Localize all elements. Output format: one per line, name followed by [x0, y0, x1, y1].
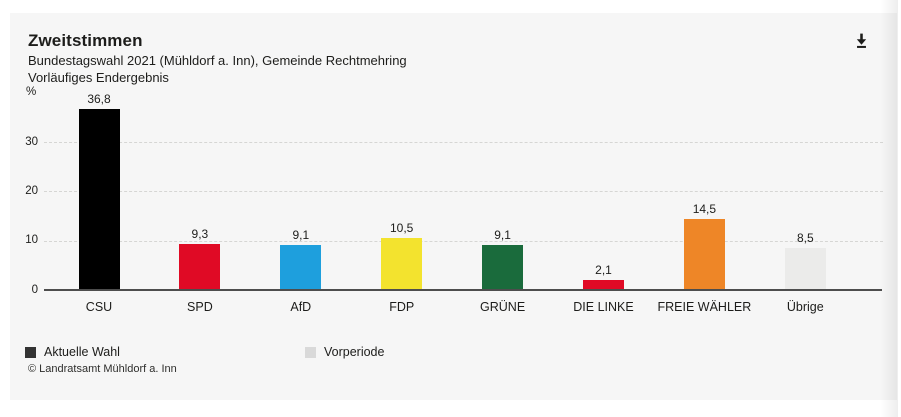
- bar-value-label: 36,8: [87, 91, 111, 106]
- y-tick-label-0: 0: [31, 283, 38, 296]
- bar-freie-wähler[interactable]: [683, 218, 725, 289]
- download-button[interactable]: [851, 33, 871, 53]
- gridline-10: [44, 240, 883, 242]
- bar-übrige[interactable]: [784, 248, 826, 289]
- bar-fdp[interactable]: [381, 238, 423, 289]
- bar-value-label: 14,5: [692, 201, 717, 216]
- bar-value-label: 2,1: [595, 262, 612, 277]
- y-axis-unit-label: %: [26, 86, 37, 98]
- bar-value-label: 10,5: [390, 221, 414, 236]
- x-axis-category-label: SPD: [187, 300, 213, 314]
- legend-item-vorperiode[interactable]: Vorperiode: [305, 345, 384, 359]
- x-axis-category-label: Übrige: [786, 300, 824, 314]
- bar-chart: 0 10 20 30 36,8 CSU 9,3 SPD 9,1 AfD 10,5 FDP 9,1 GRÜN…: [10, 13, 897, 400]
- bar-value-label: 9,1: [292, 228, 310, 243]
- legend-label-vorperiode: Vorperiode: [324, 345, 385, 359]
- legend-swatch-vorperiode: [305, 346, 316, 358]
- chart-subtitle-line2: Vorläufiges Endergebnis: [28, 70, 169, 85]
- gridline-30: [44, 142, 883, 144]
- y-tick-label-10: 10: [25, 234, 38, 247]
- chart-legend: Aktuelle Wahl Vorperiode: [25, 345, 625, 359]
- legend-item-aktuelle-wahl[interactable]: Aktuelle Wahl: [25, 345, 120, 359]
- chart-header: Zweitstimmen Bundestagswahl 2021 (Mühldo…: [28, 30, 407, 86]
- x-axis-category-label: DIE LINKE: [573, 300, 634, 314]
- bar-csu[interactable]: [78, 108, 120, 289]
- y-tick-label-30: 30: [25, 135, 38, 148]
- bar-value-label: 9,3: [191, 227, 209, 242]
- legend-swatch-aktuelle-wahl: [25, 346, 36, 358]
- y-tick-label-20: 20: [25, 184, 38, 197]
- x-axis-category-label: FREIE WÄHLER: [657, 300, 752, 314]
- x-axis-category-label: FDP: [389, 300, 415, 314]
- bar-value-label: 8,5: [796, 231, 814, 246]
- x-axis-category-label: CSU: [85, 300, 113, 314]
- chart-widget-panel: Zweitstimmen Bundestagswahl 2021 (Mühldo…: [10, 13, 897, 400]
- bar-value-label: 9,1: [494, 228, 511, 243]
- x-axis-category-label: AfD: [290, 300, 312, 314]
- legend-label-aktuelle-wahl: Aktuelle Wahl: [44, 345, 120, 359]
- bar-spd[interactable]: [179, 244, 221, 289]
- bar-afd[interactable]: [280, 245, 322, 289]
- bar-grüne[interactable]: [482, 245, 524, 289]
- x-axis-category-label: GRÜNE: [480, 300, 526, 314]
- download-icon: [853, 32, 870, 54]
- copyright-text: © Landratsamt Mühldorf a. Inn: [28, 363, 177, 375]
- x-axis-line: [44, 289, 882, 291]
- chart-subtitle-line1: Bundestagswahl 2021 (Mühldorf a. Inn), G…: [28, 53, 407, 68]
- bar-die-linke[interactable]: [583, 279, 624, 289]
- gridline-20: [44, 191, 883, 193]
- chart-title: Zweitstimmen: [28, 31, 143, 50]
